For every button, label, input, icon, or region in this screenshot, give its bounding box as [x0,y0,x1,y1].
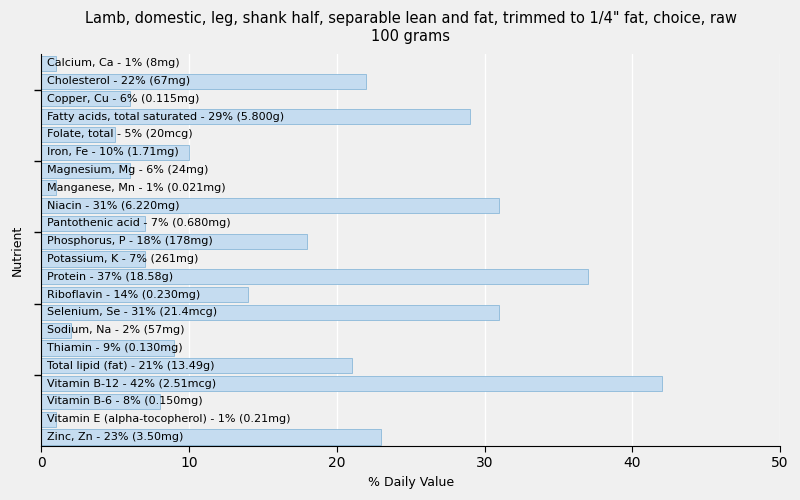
Bar [42,252,145,266]
Bar [42,234,307,249]
Bar [42,92,130,106]
Bar [42,144,189,160]
Text: Phosphorus, P - 18% (178mg): Phosphorus, P - 18% (178mg) [47,236,213,246]
Text: Pantothenic acid - 7% (0.680mg): Pantothenic acid - 7% (0.680mg) [47,218,231,228]
Bar [42,305,499,320]
Bar [42,340,174,355]
Text: Cholesterol - 22% (67mg): Cholesterol - 22% (67mg) [47,76,190,86]
Text: Potassium, K - 7% (261mg): Potassium, K - 7% (261mg) [47,254,198,264]
Text: Fatty acids, total saturated - 29% (5.800g): Fatty acids, total saturated - 29% (5.80… [47,112,284,122]
Text: Iron, Fe - 10% (1.71mg): Iron, Fe - 10% (1.71mg) [47,148,179,158]
Bar [42,74,366,88]
Text: Riboflavin - 14% (0.230mg): Riboflavin - 14% (0.230mg) [47,290,201,300]
Text: Protein - 37% (18.58g): Protein - 37% (18.58g) [47,272,174,282]
Text: Copper, Cu - 6% (0.115mg): Copper, Cu - 6% (0.115mg) [47,94,200,104]
Title: Lamb, domestic, leg, shank half, separable lean and fat, trimmed to 1/4" fat, ch: Lamb, domestic, leg, shank half, separab… [85,11,737,44]
Text: Total lipid (fat) - 21% (13.49g): Total lipid (fat) - 21% (13.49g) [47,361,214,371]
Bar [42,287,248,302]
Text: Vitamin B-6 - 8% (0.150mg): Vitamin B-6 - 8% (0.150mg) [47,396,203,406]
Text: Vitamin E (alpha-tocopherol) - 1% (0.21mg): Vitamin E (alpha-tocopherol) - 1% (0.21m… [47,414,290,424]
Bar [42,162,130,178]
Text: Magnesium, Mg - 6% (24mg): Magnesium, Mg - 6% (24mg) [47,165,209,175]
Text: Vitamin B-12 - 42% (2.51mcg): Vitamin B-12 - 42% (2.51mcg) [47,378,216,388]
Bar [42,127,115,142]
Bar [42,322,71,338]
Bar [42,198,499,213]
Bar [42,412,56,427]
Bar [42,270,588,284]
Text: Folate, total - 5% (20mcg): Folate, total - 5% (20mcg) [47,130,193,140]
Text: Selenium, Se - 31% (21.4mcg): Selenium, Se - 31% (21.4mcg) [47,308,218,318]
Text: Niacin - 31% (6.220mg): Niacin - 31% (6.220mg) [47,200,180,210]
Text: Manganese, Mn - 1% (0.021mg): Manganese, Mn - 1% (0.021mg) [47,183,226,193]
Bar [42,358,352,374]
Bar [42,180,56,196]
Y-axis label: Nutrient: Nutrient [11,224,24,276]
Bar [42,56,56,71]
Text: Calcium, Ca - 1% (8mg): Calcium, Ca - 1% (8mg) [47,58,180,68]
X-axis label: % Daily Value: % Daily Value [368,476,454,489]
Text: Sodium, Na - 2% (57mg): Sodium, Na - 2% (57mg) [47,325,185,335]
Bar [42,430,381,444]
Bar [42,376,662,391]
Text: Thiamin - 9% (0.130mg): Thiamin - 9% (0.130mg) [47,343,183,353]
Bar [42,216,145,231]
Text: Zinc, Zn - 23% (3.50mg): Zinc, Zn - 23% (3.50mg) [47,432,184,442]
Bar [42,109,470,124]
Bar [42,394,159,409]
